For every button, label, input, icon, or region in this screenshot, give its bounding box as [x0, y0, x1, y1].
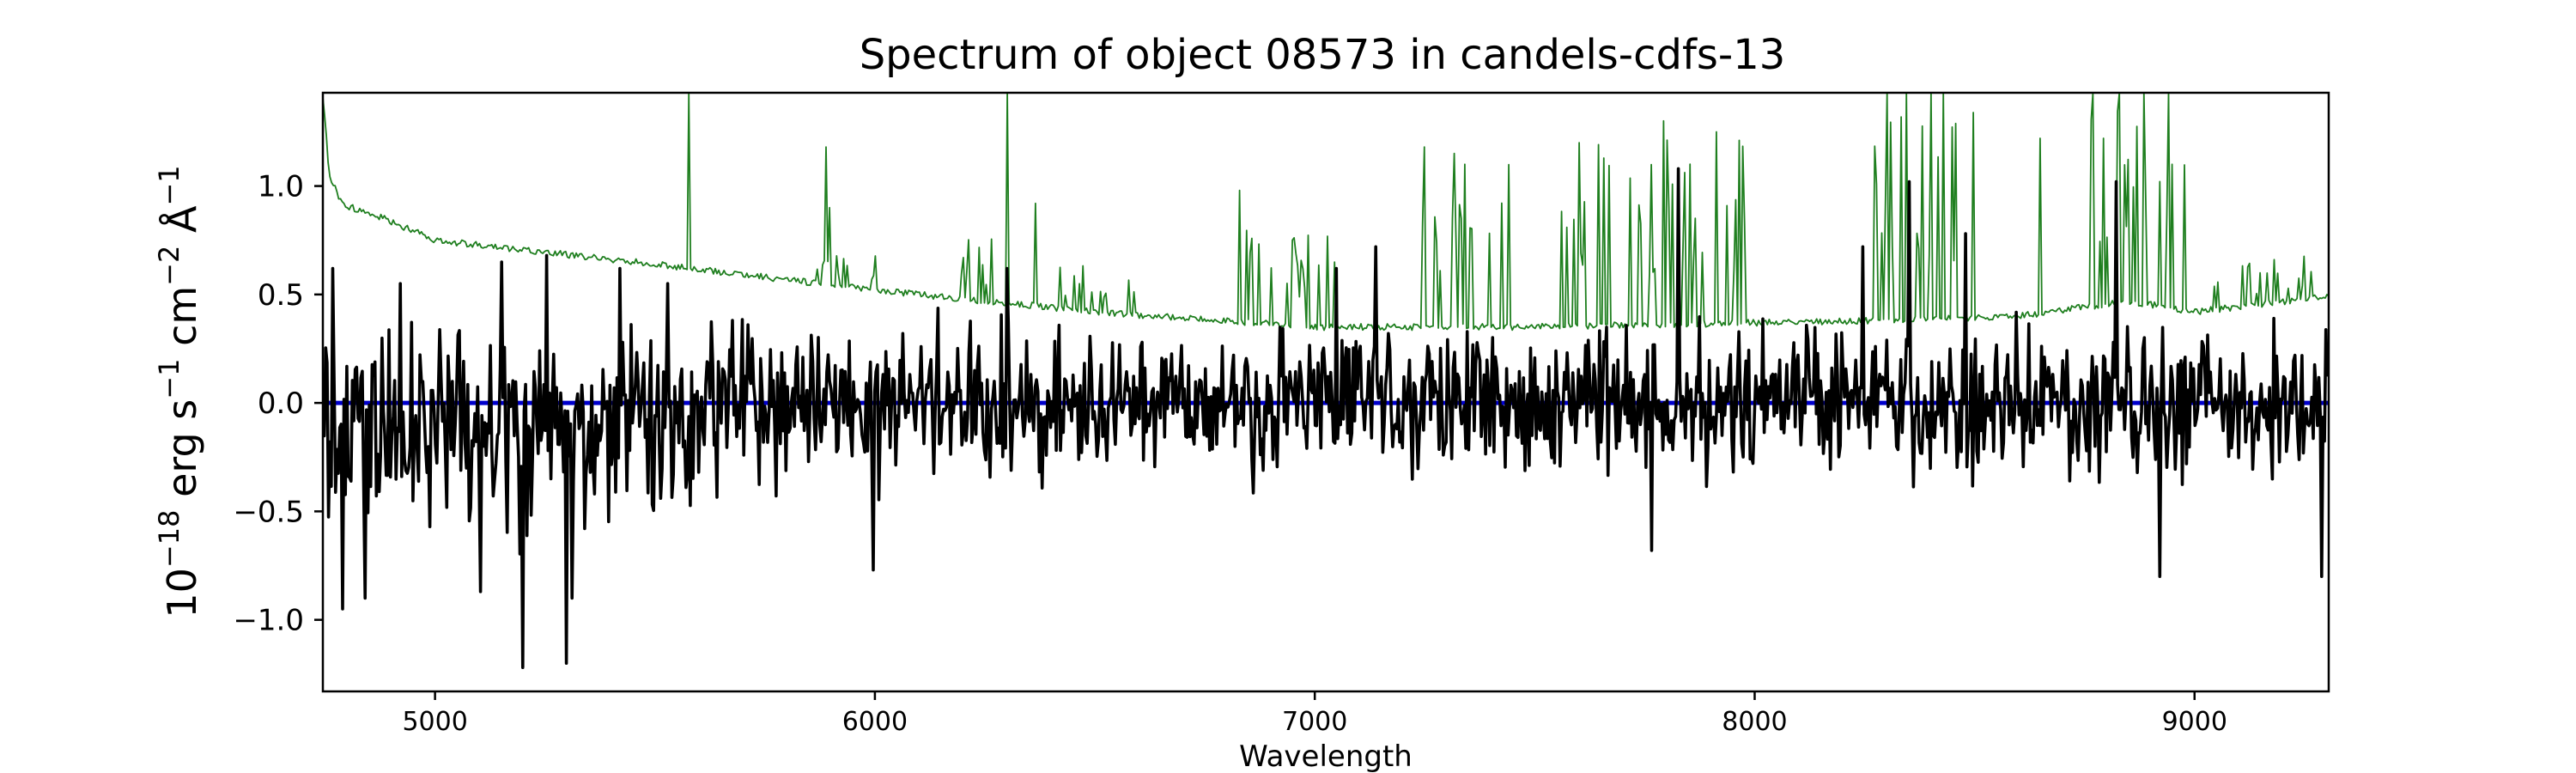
chart-title: Spectrum of object 08573 in candels-cdfs… — [860, 31, 1786, 79]
y-label-exp3: −1 — [153, 165, 185, 205]
x-axis-label: Wavelength — [1239, 740, 1413, 773]
x-tick-label: 9000 — [2162, 707, 2227, 737]
y-axis: 1.0 0.5 0.0 −0.5 −1.0 — [233, 170, 323, 638]
y-label-unit3: Å — [159, 205, 205, 246]
y-label-exp2: −2 — [153, 246, 185, 286]
x-axis: 5000 6000 7000 8000 9000 — [402, 691, 2227, 737]
y-label-exp1: −1 — [153, 359, 185, 399]
x-tick-label: 6000 — [842, 707, 908, 737]
error-spectrum-line — [323, 93, 2329, 332]
y-label-unit1: erg s — [159, 399, 205, 510]
y-tick-label: 0.5 — [258, 278, 304, 313]
y-label-unit2: cm — [159, 286, 205, 359]
plot-area — [323, 93, 2329, 669]
x-tick-label: 5000 — [402, 707, 467, 737]
y-tick-label: 1.0 — [258, 170, 304, 204]
x-tick-label: 7000 — [1282, 707, 1347, 737]
y-label-base: 10 — [159, 568, 205, 618]
x-tick-label: 8000 — [1722, 707, 1787, 737]
y-tick-label: −0.5 — [233, 495, 304, 529]
y-tick-label: 0.0 — [258, 386, 304, 421]
y-axis-label: 10−18 erg s−1 cm−2 Å−1 — [153, 165, 205, 618]
y-label-exp0: −18 — [153, 510, 185, 569]
plot-frame — [321, 91, 2330, 693]
y-tick-label: −1.0 — [233, 604, 304, 638]
flux-spectrum-line — [323, 167, 2329, 669]
